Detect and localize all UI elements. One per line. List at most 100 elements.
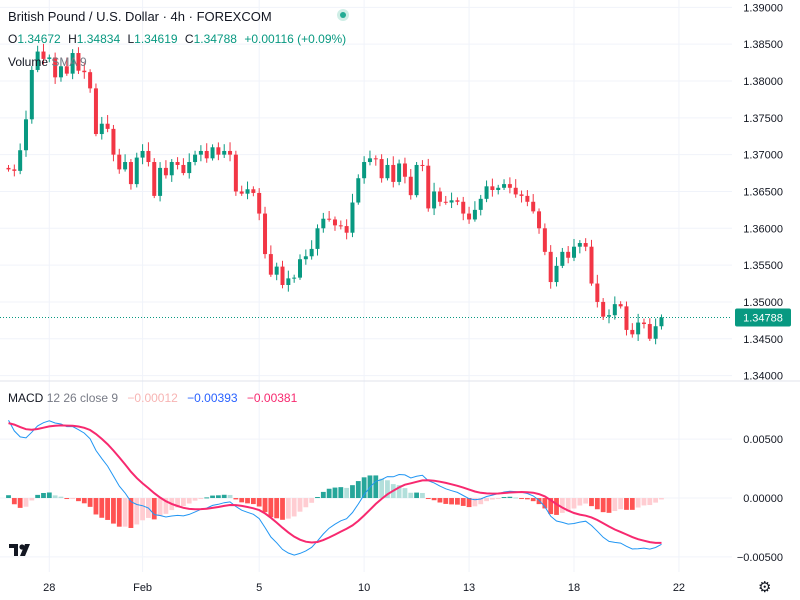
macd-legend[interactable]: MACD 12 26 close 9 −0.00012 −0.00393 −0.… (8, 391, 297, 405)
histogram-bar (536, 498, 542, 505)
histogram-bar (134, 498, 140, 525)
histogram-bar (484, 498, 489, 502)
histogram-bar (635, 498, 641, 508)
candle-body (507, 184, 512, 188)
histogram-bar (285, 498, 291, 519)
histogram-bar (198, 498, 204, 500)
candle-body (163, 167, 168, 176)
macd-hist-value: −0.00012 (127, 391, 178, 405)
candle-body (315, 228, 320, 249)
candle-body (659, 317, 664, 327)
histogram-bar (320, 491, 326, 499)
histogram-bar (233, 498, 239, 500)
candle-body (519, 194, 524, 196)
histogram-bar (449, 498, 454, 505)
candle-body (228, 150, 233, 155)
candle-body (402, 163, 407, 177)
candle-body (123, 162, 128, 170)
chart-title: British Pound / U.S. Dollar · 4h · FOREX… (8, 9, 272, 24)
candle-body (624, 306, 629, 330)
candle-body (117, 154, 122, 170)
price-axis-label: 1.36000 (743, 223, 783, 235)
histogram-bar (297, 498, 303, 512)
histogram-bar (122, 498, 128, 527)
histogram-bar (291, 498, 297, 517)
candle-body (560, 251, 565, 266)
macd-params: 12 26 close 9 (46, 391, 119, 405)
candle-body (257, 192, 262, 214)
histogram-bar (350, 485, 355, 499)
candle-body (537, 211, 542, 229)
candle-body (577, 243, 582, 247)
candle-body (472, 209, 477, 220)
tradingview-logo-icon[interactable] (8, 540, 38, 564)
candle-body (455, 200, 460, 202)
candle-body (210, 147, 215, 159)
histogram-bar (361, 477, 367, 499)
histogram-bar (408, 492, 414, 499)
price-axis-label: 1.38500 (743, 39, 783, 51)
histogram-bar (210, 495, 215, 499)
candle-body (356, 178, 361, 203)
candle-body (239, 191, 244, 194)
gear-icon[interactable]: ⚙ (758, 579, 772, 596)
histogram-bar (128, 498, 134, 528)
candle-body (134, 157, 139, 185)
candle-body (251, 189, 256, 193)
histogram-bar (274, 498, 280, 519)
histogram-bar (315, 496, 320, 499)
candle-body (385, 164, 390, 179)
histogram-bar (280, 498, 285, 520)
signal-line (8, 422, 662, 544)
price-axis-label: 1.35000 (743, 297, 783, 309)
histogram-bar (629, 498, 635, 510)
histogram-bar (76, 498, 81, 502)
volume-sma-label: SMA 9 (51, 55, 87, 69)
candle-body (338, 225, 343, 227)
candle-body (198, 150, 203, 155)
candle-body (93, 88, 98, 135)
candle-body (47, 57, 52, 59)
candle-body (216, 147, 221, 155)
last-price-tag[interactable] (735, 308, 791, 327)
histogram-bar (466, 498, 472, 508)
macd-line (8, 420, 662, 556)
candle-body (204, 150, 209, 159)
candle-body (443, 201, 448, 203)
candle-body (292, 277, 297, 279)
candle-body (595, 283, 600, 302)
candle-body (426, 165, 431, 209)
ohlc-legend: O1.34672 H1.34834 L1.34619 C1.34788 +0.0… (8, 32, 350, 46)
histogram-bar (659, 498, 664, 500)
histogram-bar (256, 498, 262, 507)
candle-body (233, 154, 238, 192)
histogram-bar (478, 498, 484, 505)
candle-body (327, 218, 332, 220)
time-axis-label: Feb (133, 582, 152, 594)
histogram-bar (99, 498, 105, 518)
histogram-bar (151, 498, 157, 520)
histogram-bar (52, 495, 58, 499)
candle-body (286, 278, 291, 285)
volume-legend[interactable]: Volume SMA 9 (8, 55, 87, 69)
histogram-bar (332, 487, 338, 499)
candle-body (490, 186, 495, 190)
candle-body (309, 248, 314, 257)
candle-body (99, 123, 104, 135)
histogram-bar (542, 498, 548, 509)
candle-body (502, 184, 507, 188)
macd-axis-label: 0.00500 (743, 434, 783, 446)
histogram-bar (163, 498, 169, 514)
macd-value: −0.00393 (187, 391, 238, 405)
market-status-icon (337, 9, 349, 21)
candle-body (181, 164, 186, 174)
histogram-bar (93, 498, 99, 515)
candle-body (350, 202, 355, 233)
histogram-bar (58, 496, 64, 499)
price-axis-label: 1.34500 (743, 334, 783, 346)
candle-body (29, 69, 34, 120)
histogram-bar (554, 498, 559, 515)
macd-axis-label: −0.00500 (737, 552, 783, 564)
price-axis-label: 1.35500 (743, 260, 783, 272)
